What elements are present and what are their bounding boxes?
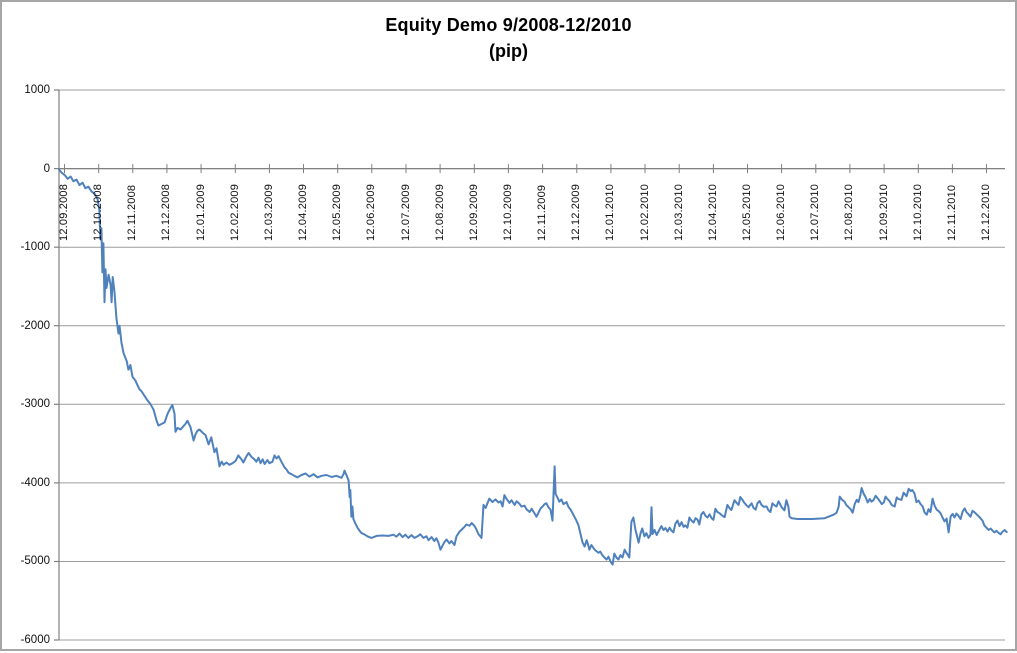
x-axis-label: 12.12.2009 xyxy=(570,183,583,241)
x-axis-label: 12.10.2009 xyxy=(501,183,514,241)
x-axis-label: 12.03.2010 xyxy=(672,183,685,241)
x-axis-label: 12.02.2010 xyxy=(638,183,651,241)
x-axis-label: 12.06.2010 xyxy=(775,183,788,241)
x-axis-label: 12.12.2008 xyxy=(160,183,173,241)
x-axis-label: 12.07.2010 xyxy=(809,183,822,241)
chart-subtitle: (pip) xyxy=(489,41,528,61)
y-axis-label: 0 xyxy=(43,162,50,175)
x-axis-label: 12.05.2009 xyxy=(331,183,344,241)
x-axis-label: 12.09.2010 xyxy=(877,183,890,241)
x-axis-label: 12.05.2010 xyxy=(741,183,753,241)
y-axis-label: -1000 xyxy=(20,241,50,254)
y-axis-label: -4000 xyxy=(20,476,50,489)
x-axis-label: 12.09.2008 xyxy=(58,183,70,241)
chart-title-block: Equity Demo 9/2008-12/2010 (pip) xyxy=(2,12,1015,64)
x-axis-label: 12.03.2009 xyxy=(262,183,275,241)
y-axis-label: -2000 xyxy=(20,319,50,332)
x-axis-label: 12.12.2010 xyxy=(980,183,993,241)
x-axis-label: 12.11.2008 xyxy=(126,184,139,241)
x-axis-label: 12.02.2009 xyxy=(228,183,241,241)
x-axis-label: 12.11.2010 xyxy=(945,184,958,241)
x-axis-label: 12.10.2008 xyxy=(92,183,105,241)
chart-title: Equity Demo 9/2008-12/2010 xyxy=(385,15,632,35)
x-axis-label: 12.01.2009 xyxy=(194,183,207,241)
equity-series-line xyxy=(58,168,1008,566)
x-axis-label: 12.04.2009 xyxy=(297,183,310,241)
x-axis-label: 12.09.2009 xyxy=(467,183,480,241)
x-axis-label: 12.11.2009 xyxy=(536,184,549,241)
x-axis-label: 12.10.2010 xyxy=(911,183,924,241)
x-axis-label: 12.08.2010 xyxy=(843,183,856,241)
y-axis-label: -6000 xyxy=(20,634,50,647)
y-axis-label: 1000 xyxy=(24,84,50,97)
x-axis-label: 12.08.2009 xyxy=(433,183,446,241)
x-axis-label: 12.07.2009 xyxy=(399,183,412,241)
x-axis-label: 12.06.2009 xyxy=(365,183,378,241)
x-axis-label: 12.04.2010 xyxy=(706,183,719,241)
y-axis-label: -5000 xyxy=(20,555,50,568)
x-axis-label: 12.01.2010 xyxy=(604,183,617,241)
y-axis-label: -3000 xyxy=(20,398,50,411)
